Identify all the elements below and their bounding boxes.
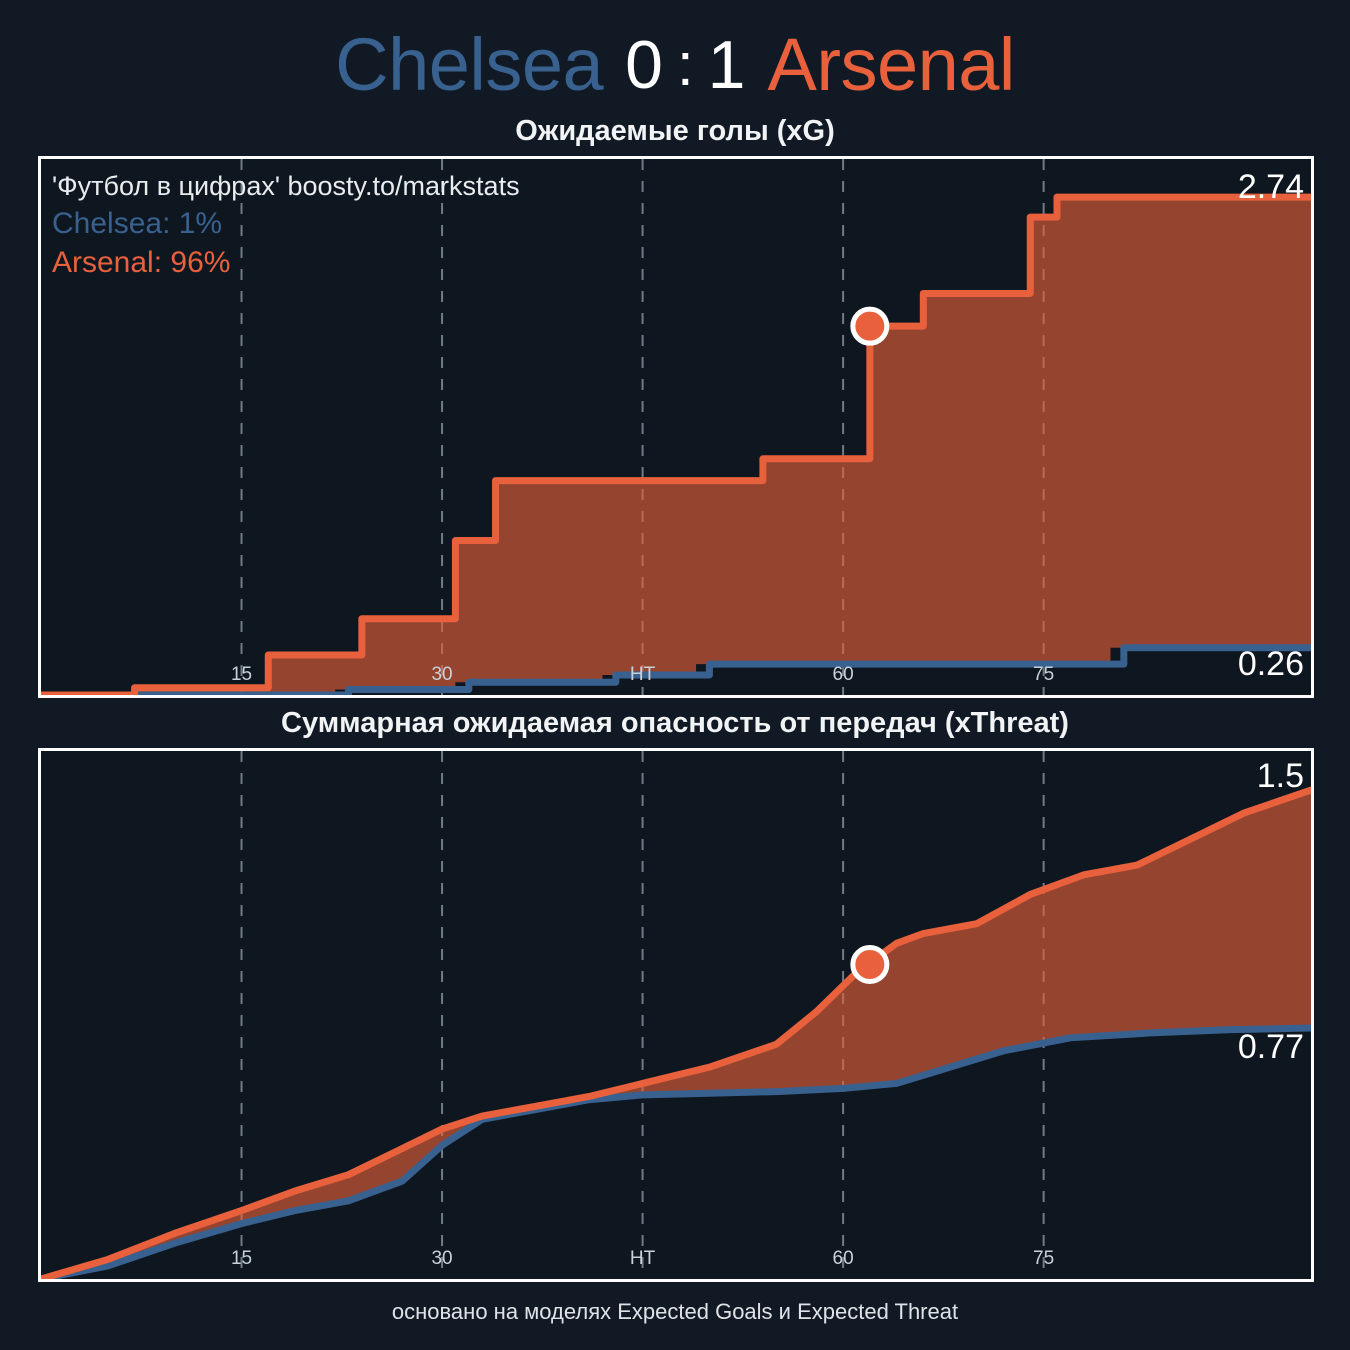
home-score: 0 xyxy=(625,27,663,103)
area-fill-advantage xyxy=(41,197,1311,695)
match-header: Chelsea 0 : 1 Arsenal xyxy=(0,0,1350,116)
xg-chart-title: Ожидаемые голы (xG) xyxy=(515,115,835,147)
xg-chart xyxy=(38,156,1314,698)
xthreat-chart xyxy=(38,748,1314,1282)
xg-chart-plot xyxy=(41,159,1311,695)
footer-note: основано на моделях Expected Goals и Exp… xyxy=(391,1299,959,1324)
away-team-line xyxy=(41,193,1311,695)
area-fill-advantage xyxy=(41,790,1311,1279)
xthreat-chart-title: Суммарная ожидаемая опасность от передач… xyxy=(281,707,1069,739)
away-score: 1 xyxy=(707,27,746,103)
goal-marker xyxy=(850,944,890,984)
scoreline: 0 : 1 xyxy=(625,31,745,99)
goal-marker xyxy=(850,306,890,346)
xthreat-chart-plot xyxy=(41,751,1311,1279)
away-team-line xyxy=(41,786,1311,1279)
home-team-line xyxy=(41,1024,1311,1279)
score-separator: : xyxy=(676,31,694,98)
home-team-name: Chelsea xyxy=(335,23,604,106)
away-team-name: Arsenal xyxy=(767,23,1015,106)
home-team-line xyxy=(41,644,1311,695)
